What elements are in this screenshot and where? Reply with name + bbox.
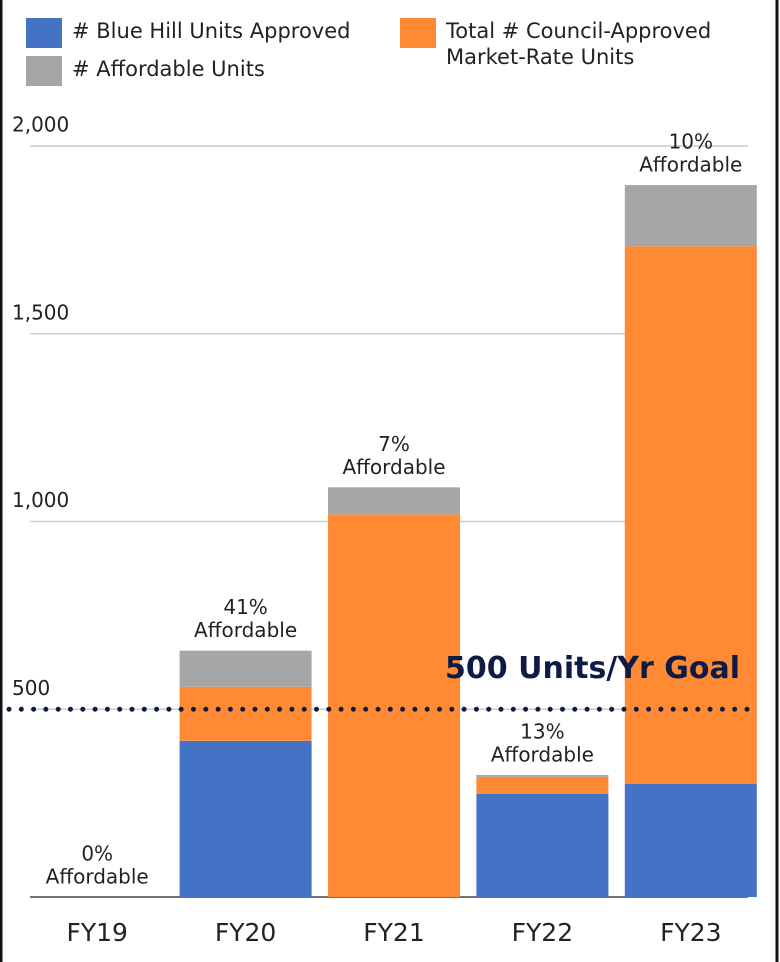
annotation: Affordable [194, 618, 297, 642]
y-tick-label: 1,000 [12, 488, 69, 512]
bar-segment [179, 686, 312, 741]
annotation: 41% [223, 595, 267, 619]
y-tick-label: 2,000 [12, 113, 69, 137]
legend-swatch [400, 18, 436, 48]
goal-label: 500 Units/Yr Goal [445, 651, 740, 686]
annotation: Affordable [639, 153, 742, 177]
legend-item: # Affordable Units [26, 56, 265, 86]
bar-segment [476, 774, 609, 777]
y-tick-label: 500 [12, 676, 50, 700]
x-tick-label: FY20 [215, 918, 276, 947]
bar-segment [476, 793, 609, 897]
annotation: Affordable [491, 742, 594, 766]
legend-item: # Blue Hill Units Approved [26, 18, 350, 48]
annotation: 0% [81, 842, 113, 866]
y-tick-label: 1,500 [12, 300, 69, 324]
legend-label: Total # Council-Approved Market-Rate Uni… [446, 19, 712, 69]
legend-swatch [26, 56, 62, 86]
legend-label: # Blue Hill Units Approved [72, 19, 351, 43]
annotation: Affordable [46, 865, 149, 889]
bar-segment [624, 246, 757, 784]
annotation: Affordable [342, 455, 445, 479]
x-tick-label: FY21 [363, 918, 424, 947]
annotation: 10% [669, 130, 713, 154]
annotation: 7% [378, 432, 410, 456]
bar-segment [328, 487, 460, 515]
bar-segment [179, 650, 312, 687]
annotation: 13% [520, 719, 564, 743]
x-tick-label: FY19 [66, 918, 127, 947]
bar-segment [624, 185, 757, 247]
x-tick-label: FY23 [660, 918, 721, 947]
legend-swatch [26, 18, 62, 48]
legend-item: Total # Council-Approved Market-Rate Uni… [400, 18, 756, 70]
bar-segment [624, 783, 757, 897]
bar-segment [328, 514, 460, 897]
bar-segment [476, 776, 609, 794]
legend-label: # Affordable Units [72, 57, 265, 81]
x-tick-label: FY22 [512, 918, 573, 947]
bar-segment [179, 740, 312, 897]
